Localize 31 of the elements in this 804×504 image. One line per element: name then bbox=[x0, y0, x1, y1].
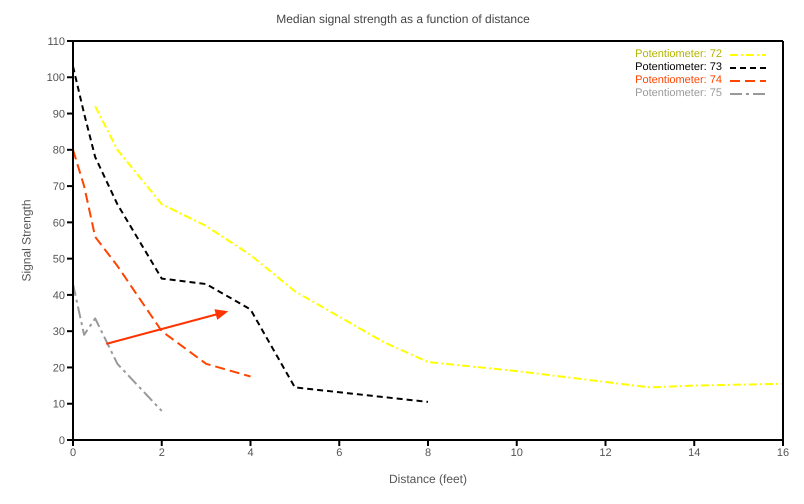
y-tick-label: 0 bbox=[58, 434, 65, 447]
legend-label: Potentiometer: 72 bbox=[635, 48, 722, 61]
chart-title: Median signal strength as a function of distance bbox=[275, 11, 531, 28]
x-tick-label: 4 bbox=[247, 446, 254, 459]
y-tick-label: 90 bbox=[52, 108, 65, 120]
legend-label: Potentiometer: 75 bbox=[635, 87, 722, 100]
x-tick-label: 0 bbox=[70, 446, 76, 459]
legend-label: Potentiometer: 73 bbox=[635, 61, 722, 74]
x-tick-label: 14 bbox=[688, 446, 700, 459]
y-tick-label: 70 bbox=[52, 180, 65, 193]
y-tick-label: 110 bbox=[47, 36, 65, 48]
y-tick-label: 60 bbox=[52, 217, 65, 230]
y-tick-label: 50 bbox=[52, 254, 65, 266]
x-tick-label: 10 bbox=[510, 446, 523, 459]
line-series bbox=[94, 105, 783, 388]
line-series bbox=[73, 283, 163, 412]
y-tick-label: 10 bbox=[52, 398, 65, 411]
y-tick-label: 100 bbox=[46, 72, 65, 84]
x-tick-label: 16 bbox=[776, 446, 790, 459]
legend-label: Potentiometer: 74 bbox=[635, 74, 722, 87]
line-series bbox=[73, 148, 252, 378]
y-tick-label: 20 bbox=[52, 362, 65, 374]
x-tick-label: 12 bbox=[599, 446, 612, 459]
y-tick-label: 40 bbox=[52, 290, 65, 302]
x-tick-label: 2 bbox=[158, 446, 165, 459]
y-tick-label: 30 bbox=[52, 326, 65, 338]
x-tick-label: 6 bbox=[336, 446, 342, 459]
y-axis-title: Signal Strength bbox=[19, 199, 34, 282]
y-tick-label: 80 bbox=[52, 144, 65, 157]
x-tick-label: 8 bbox=[424, 446, 432, 459]
x-axis-title: Distance (feet) bbox=[388, 472, 468, 486]
